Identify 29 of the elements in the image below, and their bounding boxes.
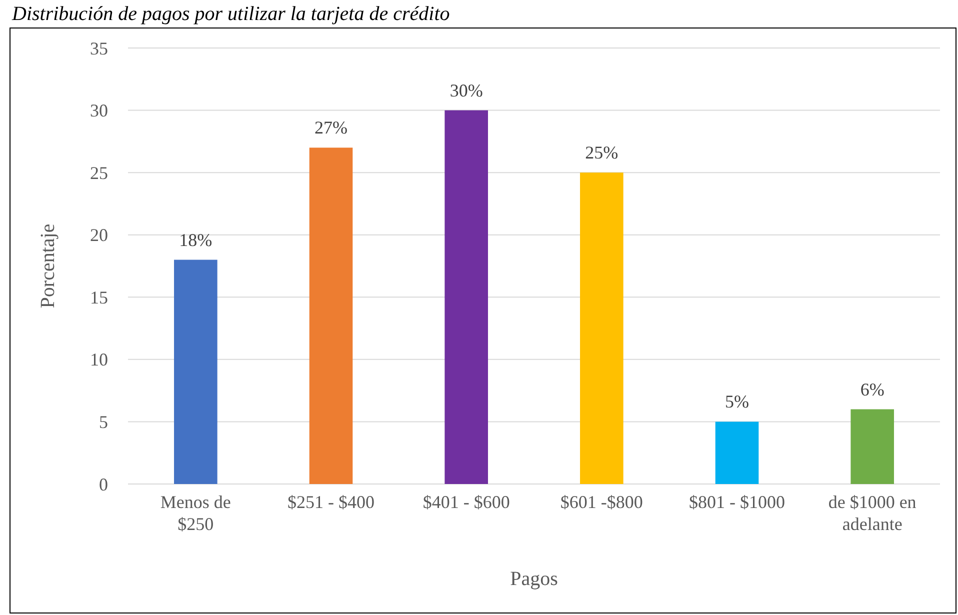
data-label: 27%	[314, 118, 348, 138]
data-label: 30%	[450, 80, 483, 100]
x-tick-label: de $1000 en adelante	[828, 492, 916, 534]
y-axis-title: Porcentaje	[37, 224, 59, 308]
y-tick-label: 35	[90, 38, 108, 58]
x-tick-label: $601 -$800	[560, 492, 643, 512]
bar	[580, 172, 624, 484]
data-label: 5%	[725, 392, 749, 412]
data-label: 25%	[585, 142, 618, 163]
y-tick-label: 5	[99, 412, 108, 432]
bar	[444, 110, 488, 484]
bar	[174, 260, 218, 484]
y-tick-label: 0	[99, 474, 108, 494]
x-axis-title: Pagos	[510, 568, 558, 590]
x-tick-label: $251 - $400	[288, 492, 374, 512]
y-tick-label: 20	[90, 225, 108, 246]
y-tick-label: 15	[90, 287, 108, 308]
bar	[715, 422, 759, 484]
data-label: 18%	[179, 230, 212, 250]
y-tick-label: 25	[90, 162, 108, 183]
y-tick-label: 10	[90, 350, 108, 370]
chart-title: Distribución de pagos por utilizar la tarjeta de crédito	[11, 3, 450, 25]
bar	[850, 409, 894, 484]
x-tick-label: $801 - $1000	[689, 492, 785, 512]
data-label: 6%	[860, 379, 884, 400]
bar	[309, 148, 353, 484]
y-tick-label: 30	[90, 100, 108, 121]
x-tick-label: $401 - $600	[422, 492, 510, 512]
x-tick-label: Menos de $250	[160, 492, 231, 534]
